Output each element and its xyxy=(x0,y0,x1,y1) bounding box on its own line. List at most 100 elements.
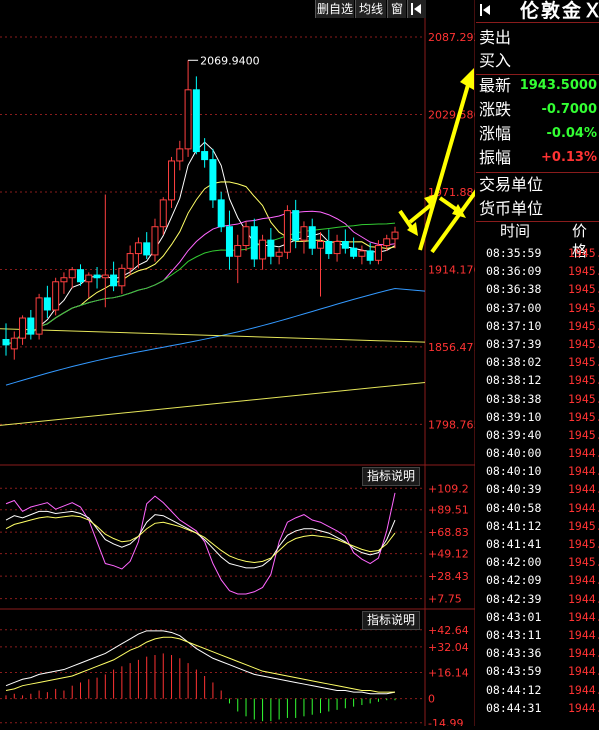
tick-time: 08:40:58 xyxy=(486,500,542,515)
candle-body xyxy=(93,274,101,279)
tick-time: 08:43:11 xyxy=(486,627,542,642)
tick-time: 08:40:10 xyxy=(486,464,542,479)
candle-body xyxy=(27,317,35,335)
tick-price: 1945. xyxy=(568,282,599,297)
candle-body xyxy=(52,281,60,311)
trend-line xyxy=(0,328,426,343)
trade-unit-label: 交易单位 xyxy=(479,175,544,194)
candle-body xyxy=(209,159,217,201)
indicator-help-button-1[interactable]: 指标说明 xyxy=(362,467,420,486)
tick-time: 08:39:10 xyxy=(486,409,542,424)
macd-axis-label: 0 xyxy=(428,693,435,706)
moving-average-button[interactable]: 均线 xyxy=(355,0,386,18)
trend-line xyxy=(0,381,426,426)
sell-label: 卖出 xyxy=(479,28,512,47)
candle-body xyxy=(283,210,291,253)
kline-chart-svg[interactable]: 2087.292 2029.586 1971.881 1914.176 1856.471… xyxy=(0,0,550,730)
candle-body xyxy=(85,274,93,283)
tick-time: 08:40:00 xyxy=(486,446,542,461)
candle-body xyxy=(358,250,366,257)
tick-price: 1945. xyxy=(568,318,599,333)
macd-axis-label: +16.14 xyxy=(428,667,469,680)
candle-body xyxy=(374,245,382,261)
candle-body xyxy=(300,226,308,241)
change-label: 涨跌 xyxy=(479,100,512,119)
tick-time: 08:39:40 xyxy=(486,427,542,442)
tick-row: 08:38:38 1945. xyxy=(476,390,599,408)
tick-row: 08:42:09 1944. xyxy=(476,571,599,589)
candle-body xyxy=(101,274,109,279)
symbol-name: 伦敦金Ｘ xyxy=(520,0,599,22)
price-axis-label: 2087.292 xyxy=(428,31,475,44)
tick-time: 08:41:12 xyxy=(486,518,542,533)
chart-area[interactable]: 2087.292 2029.586 1971.881 1914.176 1856.471… xyxy=(0,0,550,730)
macd-axis-label: -14.99 xyxy=(428,717,463,726)
candle-body xyxy=(234,245,242,257)
tick-price: 1944. xyxy=(568,627,599,642)
divider xyxy=(476,74,599,75)
tick-price: 1944. xyxy=(568,446,599,461)
candle-body xyxy=(391,231,399,240)
buy-label: 买入 xyxy=(479,51,512,70)
candle-body xyxy=(308,226,316,249)
tick-list[interactable]: 08:35:591945.08:36:091945.08:36:381945.0… xyxy=(476,244,599,717)
candle-body xyxy=(10,337,18,350)
candle-body xyxy=(341,241,349,249)
candle-body xyxy=(317,241,325,249)
tick-row: 08:40:00 1944. xyxy=(476,444,599,462)
price-axis-label: 1856.471 xyxy=(428,341,475,354)
candle-body xyxy=(60,277,68,283)
candle-body xyxy=(110,274,118,287)
pin-right-icon[interactable] xyxy=(407,0,426,18)
candle-body xyxy=(217,199,225,228)
sell-row: 卖出 xyxy=(476,26,599,50)
buy-row: 买入 xyxy=(476,49,599,73)
candle-body xyxy=(225,226,233,257)
tick-price: 1944. xyxy=(568,573,599,588)
indicator-axis-label: +89.51 xyxy=(428,504,469,517)
annotation-arrow-head xyxy=(407,222,418,236)
delete-watchlist-button[interactable]: 删自选 xyxy=(315,0,354,18)
tick-price: 1944. xyxy=(568,646,599,661)
pin-right-icon[interactable] xyxy=(479,3,493,17)
tick-row: 08:38:12 1945. xyxy=(476,371,599,389)
tick-price: 1944. xyxy=(568,500,599,515)
tick-row: 08:40:39 1944. xyxy=(476,480,599,498)
tick-time: 08:44:12 xyxy=(486,682,542,697)
time-header: 时间 xyxy=(500,222,531,240)
tick-row: 08:35:59 1945. xyxy=(476,244,599,262)
indicator-axis-label: +28.43 xyxy=(428,570,469,583)
price-axis-label: 1914.176 xyxy=(428,263,475,276)
tick-row: 08:39:10 1945. xyxy=(476,408,599,426)
tick-time: 08:40:39 xyxy=(486,482,542,497)
macd-axis-label: +42.64 xyxy=(428,624,469,637)
tick-price: 1945. xyxy=(568,355,599,370)
tick-time: 08:41:41 xyxy=(486,537,542,551)
tick-price: 1945. xyxy=(568,555,599,570)
tick-price: 1944. xyxy=(568,464,599,479)
annotation-arrow xyxy=(418,77,472,251)
tick-time: 08:35:59 xyxy=(486,246,542,260)
tick-price: 1944. xyxy=(568,664,599,679)
tick-time: 08:37:39 xyxy=(486,336,542,351)
indicator-axis-label: +68.83 xyxy=(428,526,469,539)
latest-value: 1943.5000 xyxy=(519,78,597,93)
candle-body xyxy=(126,253,134,269)
candle-body xyxy=(275,251,283,257)
window-button[interactable]: 窗 xyxy=(387,0,406,18)
annotation-arrow-head xyxy=(460,68,474,90)
tick-price: 1945. xyxy=(568,373,599,388)
tick-price: 1945. xyxy=(568,246,599,260)
candle-body xyxy=(292,210,300,241)
tick-row: 08:44:12 1944. xyxy=(476,681,599,699)
tick-time: 08:38:12 xyxy=(486,373,542,388)
candle-body xyxy=(184,89,192,150)
candle-body xyxy=(259,239,267,260)
candle-body xyxy=(366,250,374,261)
tick-time: 08:38:02 xyxy=(486,355,542,370)
tick-price: 1944. xyxy=(568,609,599,624)
tick-row: 08:42:00 1945. xyxy=(476,553,599,571)
latest-label: 最新 xyxy=(479,76,512,95)
price-axis-label: 1798.765 xyxy=(428,418,475,431)
indicator-help-button-2[interactable]: 指标说明 xyxy=(362,611,420,630)
